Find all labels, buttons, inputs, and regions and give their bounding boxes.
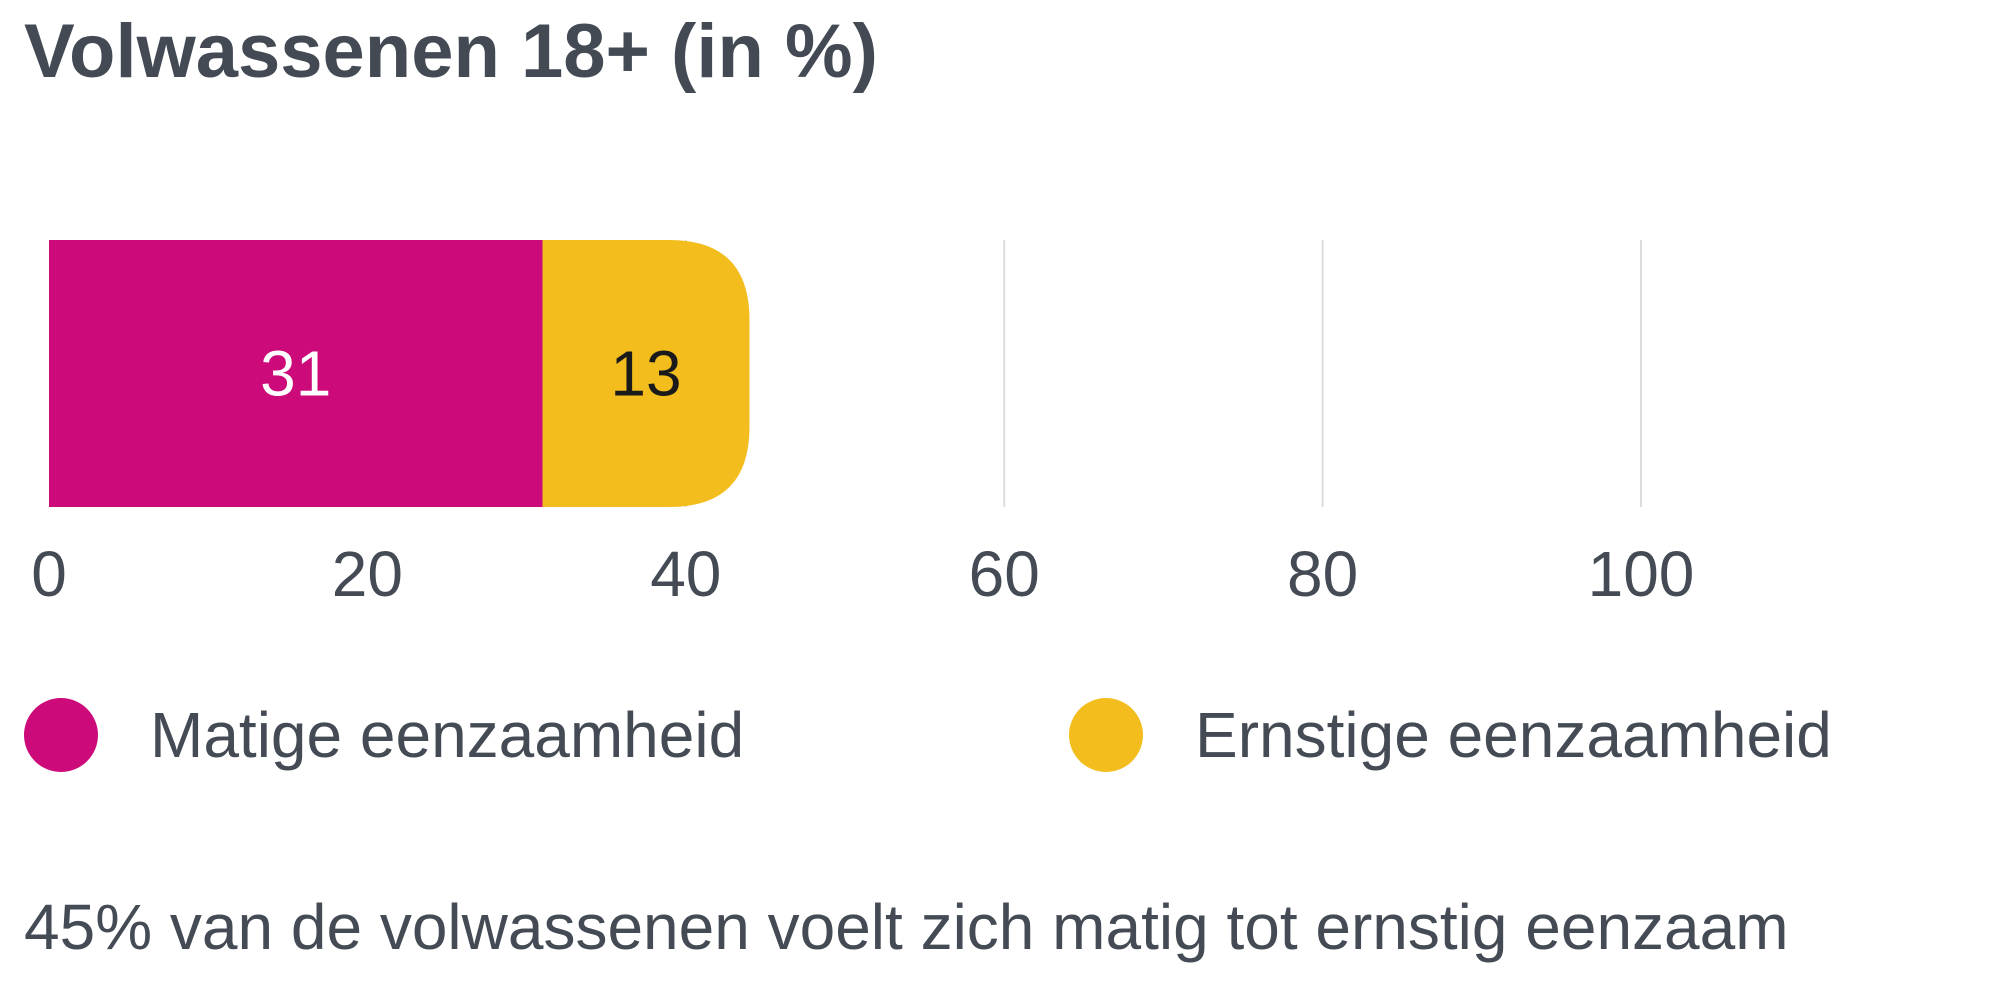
tick-label-100: 100: [1588, 538, 1695, 610]
legend-item-ernstige[interactable]: Ernstige eenzaamheid: [1069, 690, 1832, 780]
data-labels: 31 13: [260, 338, 681, 410]
bar-chart: 31 13 0 20 40 60 80 100: [31, 240, 1694, 610]
stacked-bar: [49, 240, 750, 507]
legend-label-ernstige: Ernstige eenzaamheid: [1195, 699, 1832, 771]
tick-label-80: 80: [1287, 538, 1358, 610]
bar-segment-2[interactable]: [542, 240, 750, 507]
tick-label-20: 20: [332, 538, 403, 610]
legend-item-matige[interactable]: Matige eenzaamheid: [24, 690, 744, 780]
chart-title: Volwassenen 18+ (in %): [24, 9, 878, 94]
tick-label-0: 0: [31, 538, 67, 610]
legend-dot-ernstige: [1069, 698, 1143, 772]
legend-label-matige: Matige eenzaamheid: [150, 699, 745, 771]
tick-label-40: 40: [650, 538, 721, 610]
x-axis-ticks: 0 20 40 60 80 100: [31, 538, 1694, 610]
footnote: 45% van de volwassenen voelt zich matig …: [24, 891, 1789, 963]
legend: Matige eenzaamheid Ernstige eenzaamheid: [24, 690, 1984, 780]
bar-segment-1[interactable]: [49, 240, 543, 507]
tick-label-60: 60: [969, 538, 1040, 610]
data-label-1: 31: [260, 338, 331, 410]
legend-dot-matige: [24, 698, 98, 772]
data-label-2: 13: [610, 338, 681, 410]
